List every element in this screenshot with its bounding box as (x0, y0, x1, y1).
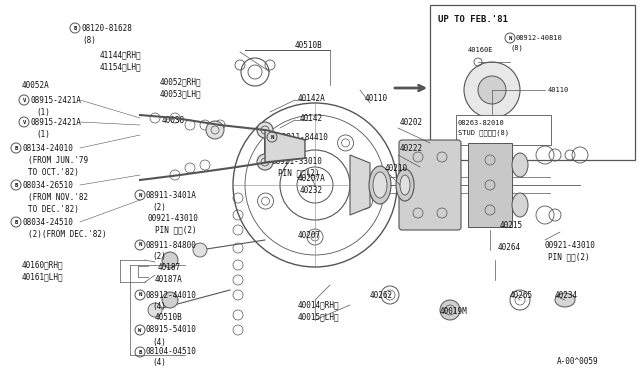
Text: B: B (14, 183, 18, 187)
Text: B: B (138, 350, 141, 355)
Text: 08921-33010: 08921-33010 (272, 157, 323, 166)
Text: A-00^0059: A-00^0059 (556, 357, 598, 366)
Text: (4): (4) (152, 302, 166, 311)
Text: 40215: 40215 (500, 221, 523, 230)
Text: 40052A: 40052A (22, 80, 50, 90)
Text: 08263-82010: 08263-82010 (458, 120, 505, 126)
Polygon shape (350, 155, 370, 215)
Text: UP TO FEB.'81: UP TO FEB.'81 (438, 15, 508, 23)
Text: (8): (8) (511, 45, 524, 51)
Text: 40142: 40142 (300, 113, 323, 122)
Circle shape (193, 243, 207, 257)
Circle shape (206, 121, 224, 139)
Text: N: N (138, 192, 141, 198)
Ellipse shape (373, 172, 387, 198)
Text: 41154〈LH〉: 41154〈LH〉 (100, 62, 141, 71)
Text: 08034-26510: 08034-26510 (22, 180, 73, 189)
Text: 40053〈LH〉: 40053〈LH〉 (160, 90, 202, 99)
Text: 40110: 40110 (365, 93, 388, 103)
Circle shape (148, 303, 162, 317)
Text: (2): (2) (152, 253, 166, 262)
Text: TO DEC.'82): TO DEC.'82) (28, 205, 79, 214)
Text: (2): (2) (152, 202, 166, 212)
Circle shape (257, 154, 273, 170)
Text: 40142A: 40142A (298, 93, 326, 103)
Text: 08912-40810: 08912-40810 (516, 35, 563, 41)
Polygon shape (265, 130, 305, 162)
Text: 40038: 40038 (162, 115, 185, 125)
Text: 08915-2421A: 08915-2421A (30, 118, 81, 126)
Text: 08120-81628: 08120-81628 (81, 23, 132, 32)
Circle shape (162, 292, 178, 308)
Text: 40264: 40264 (498, 244, 521, 253)
Text: PIN ピン(2): PIN ピン(2) (548, 253, 589, 262)
Text: V: V (22, 97, 26, 103)
Text: 40262: 40262 (370, 291, 393, 299)
Text: B: B (14, 145, 18, 151)
Text: 40265: 40265 (510, 291, 533, 299)
Text: TO OCT.'82): TO OCT.'82) (28, 167, 79, 176)
Circle shape (257, 122, 273, 138)
Text: 40019M: 40019M (440, 308, 468, 317)
Ellipse shape (512, 153, 528, 177)
Text: 08915-2421A: 08915-2421A (30, 96, 81, 105)
Text: (8): (8) (82, 35, 96, 45)
Text: 40207A: 40207A (298, 173, 326, 183)
FancyBboxPatch shape (456, 115, 551, 145)
Text: 40187: 40187 (158, 263, 181, 273)
Text: 08034-24510: 08034-24510 (22, 218, 73, 227)
Text: W: W (138, 327, 141, 333)
Text: (FROM NOV.'82: (FROM NOV.'82 (28, 192, 88, 202)
Text: 41144〈RH〉: 41144〈RH〉 (100, 51, 141, 60)
FancyBboxPatch shape (399, 140, 461, 230)
Text: 40210: 40210 (385, 164, 408, 173)
Text: 40052〈RH〉: 40052〈RH〉 (160, 77, 202, 87)
Circle shape (440, 300, 460, 320)
Text: 40014〈RH〉: 40014〈RH〉 (298, 301, 340, 310)
Text: 00921-43010: 00921-43010 (148, 214, 199, 222)
Text: 08911-84800: 08911-84800 (146, 241, 197, 250)
Text: N: N (270, 135, 274, 140)
Text: 40510B: 40510B (295, 41, 323, 49)
Text: STUD スタッド(8): STUD スタッド(8) (458, 130, 509, 136)
Text: 40207: 40207 (298, 231, 321, 240)
Text: 08911-84410: 08911-84410 (278, 132, 329, 141)
Text: (1): (1) (36, 129, 50, 138)
Text: (FROM JUN.'79: (FROM JUN.'79 (28, 155, 88, 164)
Circle shape (464, 62, 520, 118)
FancyBboxPatch shape (430, 5, 635, 160)
Text: V: V (22, 119, 26, 125)
Text: (2): (2) (284, 144, 298, 154)
Text: PIN ピン(2): PIN ピン(2) (155, 225, 196, 234)
Text: 40187A: 40187A (155, 276, 183, 285)
Text: 40510B: 40510B (155, 314, 183, 323)
Text: 40160〈RH〉: 40160〈RH〉 (22, 260, 63, 269)
Circle shape (478, 76, 506, 104)
Text: 40202: 40202 (400, 118, 423, 126)
Text: N: N (138, 292, 141, 298)
Text: (2)(FROM DEC.'82): (2)(FROM DEC.'82) (28, 230, 107, 238)
Text: 40234: 40234 (555, 291, 578, 299)
Text: 08104-04510: 08104-04510 (146, 347, 197, 356)
Text: 08915-54010: 08915-54010 (146, 326, 197, 334)
Text: 08911-3401A: 08911-3401A (146, 190, 197, 199)
Text: B: B (74, 26, 77, 31)
Text: B: B (14, 219, 18, 224)
Text: 08134-24010: 08134-24010 (22, 144, 73, 153)
Text: 00921-43010: 00921-43010 (545, 241, 596, 250)
Text: PIN ピン(2): PIN ピン(2) (278, 169, 319, 177)
Ellipse shape (400, 175, 410, 195)
Ellipse shape (369, 166, 391, 204)
Circle shape (162, 252, 178, 268)
Text: (4): (4) (152, 357, 166, 366)
Text: 40161〈LH〉: 40161〈LH〉 (22, 273, 63, 282)
Text: 40160E: 40160E (468, 47, 493, 53)
Text: 40015〈LH〉: 40015〈LH〉 (298, 312, 340, 321)
Ellipse shape (396, 169, 414, 201)
Text: 40232: 40232 (300, 186, 323, 195)
Text: 40110: 40110 (548, 87, 569, 93)
FancyBboxPatch shape (468, 143, 512, 227)
Text: 40222: 40222 (400, 144, 423, 153)
Ellipse shape (555, 293, 575, 307)
